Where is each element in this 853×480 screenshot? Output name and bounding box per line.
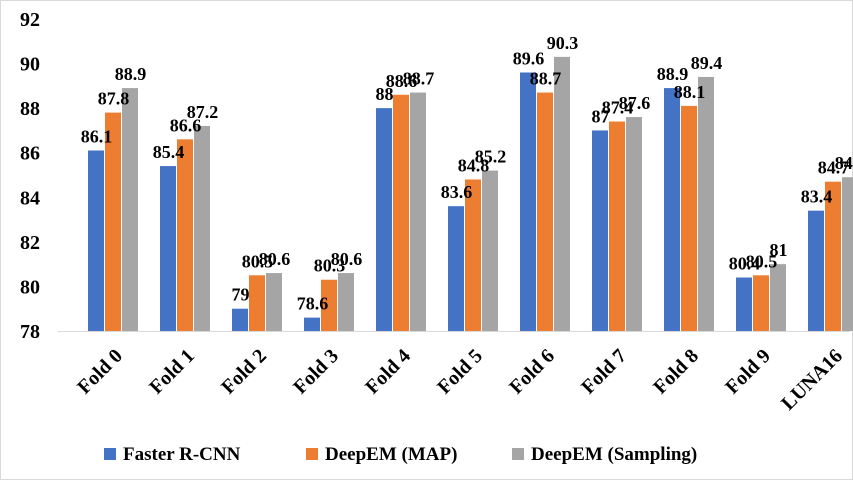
bar-0-7	[592, 130, 608, 331]
y-tick-label-4: 86	[20, 143, 40, 165]
bar-1-3	[321, 279, 337, 331]
data-label-1-6: 88.7	[530, 69, 562, 89]
data-label-0-1: 85.4	[153, 142, 185, 162]
bar-1-10	[825, 181, 841, 331]
bar-2-3	[338, 273, 354, 331]
data-label-0-0: 86.1	[81, 126, 113, 146]
x-category-label-0: Fold 0	[73, 345, 127, 399]
bar-0-4	[376, 108, 392, 332]
data-label-0-5: 83.6	[441, 182, 473, 202]
data-label-0-2: 79	[232, 285, 250, 305]
bar-1-9	[753, 275, 769, 331]
bar-0-5	[448, 206, 464, 331]
data-label-2-2: 80.6	[259, 249, 291, 269]
data-label-1-2: 80.5	[242, 251, 274, 271]
data-label-1-9: 80.5	[746, 251, 778, 271]
bar-1-0	[105, 112, 121, 331]
y-tick-label-2: 82	[20, 232, 40, 254]
bar-0-8	[664, 88, 680, 331]
data-label-2-5: 85.2	[475, 147, 507, 167]
data-label-2-3: 80.6	[331, 249, 363, 269]
x-category-label-8: Fold 8	[649, 345, 703, 399]
legend-swatch-1	[306, 448, 318, 460]
bar-1-2	[249, 275, 265, 331]
data-label-2-10: 84.9	[835, 153, 853, 173]
bar-0-0	[88, 150, 104, 331]
bar-2-9	[770, 264, 786, 331]
bar-1-1	[177, 139, 193, 331]
bar-0-2	[232, 308, 248, 331]
data-label-1-5: 84.8	[458, 155, 490, 175]
bar-2-10	[842, 177, 853, 331]
data-label-1-10: 84.7	[818, 158, 850, 178]
bar-2-4	[410, 92, 426, 332]
y-axis: 78 80 82 84 86 88 90 92	[20, 9, 40, 343]
x-category-label-1: Fold 1	[145, 345, 199, 399]
data-label-1-0: 87.8	[98, 89, 130, 109]
y-tick-label-7: 92	[20, 9, 40, 31]
bar-1-4	[393, 94, 409, 332]
legend-label-2: DeepEM (Sampling)	[531, 444, 697, 465]
bar-2-8	[698, 76, 714, 331]
legend-swatch-2	[512, 448, 524, 460]
bar-1-6	[537, 92, 553, 332]
bar-0-1	[160, 166, 176, 331]
data-label-2-9: 81	[770, 240, 788, 260]
x-category-label-3: Fold 3	[289, 345, 343, 399]
data-label-0-9: 80.4	[729, 254, 761, 274]
y-tick-label-5: 88	[20, 98, 40, 120]
data-label-1-1: 86.6	[170, 115, 202, 135]
bar-2-5	[482, 170, 498, 331]
data-label-1-7: 87.4	[602, 98, 634, 118]
x-axis: Fold 0 Fold 1 Fold 2 Fold 3 Fold 4 Fold 5 Fold…	[58, 331, 850, 415]
data-label-1-3: 80.3	[314, 256, 346, 276]
y-tick-label-3: 84	[20, 187, 40, 209]
y-tick-label-1: 80	[20, 276, 40, 298]
data-label-2-7: 87.6	[619, 93, 651, 113]
legend-label-1: DeepEM (MAP)	[325, 444, 457, 465]
data-labels: 86.1 85.4 79 78.6 88 83.6 89.6 87 88.9 80.4 83.4 87…	[81, 33, 853, 314]
y-tick-label-6: 90	[20, 54, 40, 76]
bars	[88, 56, 853, 332]
bar-0-9	[736, 277, 752, 331]
data-label-2-0: 88.9	[115, 64, 147, 84]
data-label-1-8: 88.1	[674, 82, 706, 102]
data-label-0-7: 87	[592, 106, 610, 126]
x-category-label-6: Fold 6	[505, 345, 559, 399]
bar-0-3	[304, 317, 320, 331]
legend-label-0: Faster R-CNN	[123, 444, 241, 465]
legend: Faster R-CNN DeepEM (MAP) DeepEM (Sampling…	[104, 444, 697, 465]
x-category-label-2: Fold 2	[217, 345, 271, 399]
data-label-2-8: 89.4	[691, 53, 723, 73]
bar-2-2	[266, 273, 282, 331]
bar-1-7	[609, 121, 625, 331]
x-category-label-7: Fold 7	[577, 345, 631, 399]
bar-2-1	[194, 125, 210, 331]
data-label-2-4: 88.7	[403, 69, 435, 89]
data-label-2-1: 87.2	[187, 102, 219, 122]
bar-1-8	[681, 105, 697, 332]
bar-0-10	[808, 210, 824, 331]
bar-0-6	[520, 72, 536, 331]
bar-1-5	[465, 179, 481, 331]
bar-2-0	[122, 88, 138, 331]
x-category-label-10: LUNA16	[777, 345, 847, 415]
x-category-label-4: Fold 4	[361, 345, 415, 399]
data-label-0-10: 83.4	[801, 187, 833, 207]
y-tick-label-0: 78	[20, 321, 40, 343]
x-category-label-9: Fold 9	[721, 345, 775, 399]
x-category-label-5: Fold 5	[433, 345, 487, 399]
data-label-2-6: 90.3	[547, 33, 579, 53]
data-label-0-3: 78.6	[297, 294, 329, 314]
bar-2-7	[626, 117, 642, 331]
bar-2-6	[554, 56, 570, 332]
legend-swatch-0	[104, 448, 116, 460]
data-label-0-4: 88	[376, 84, 394, 104]
data-label-0-8: 88.9	[657, 64, 689, 84]
data-label-1-4: 88.6	[386, 71, 418, 91]
data-label-0-6: 89.6	[513, 48, 545, 68]
